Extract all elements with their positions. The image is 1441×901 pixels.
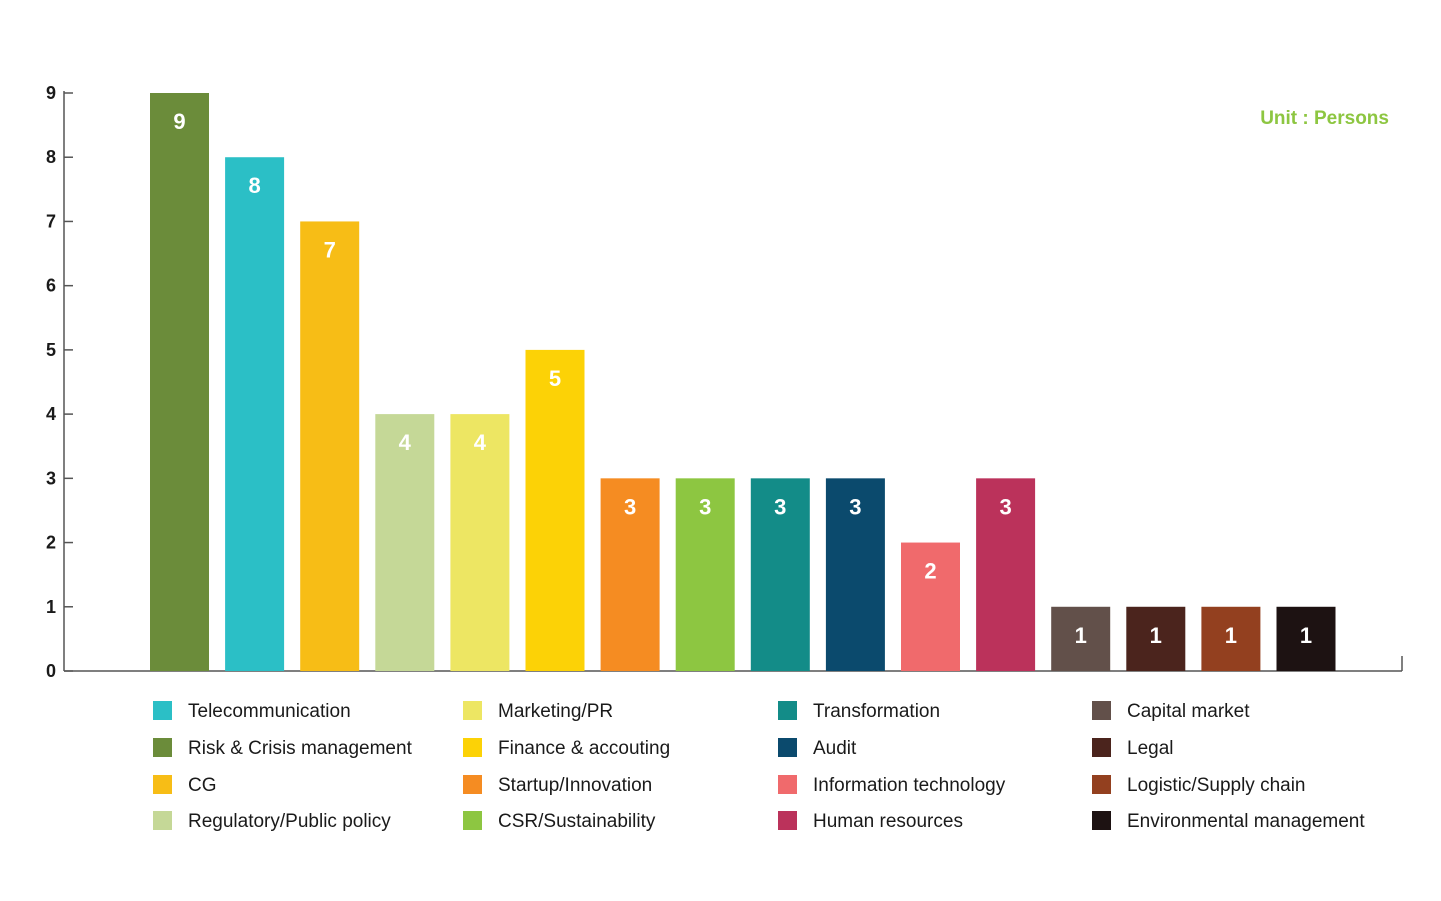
y-axis: 0 1 2 3 4 5 6 7 8 9 [46, 83, 73, 681]
legend-label: Risk & Crisis management [188, 738, 413, 759]
bar [901, 542, 960, 671]
legend-label: Marketing/PR [498, 701, 613, 722]
legend-label: Human resources [813, 811, 963, 832]
legend-swatch [153, 738, 172, 757]
unit-label: Unit : Persons [1260, 108, 1389, 129]
legend-swatch [463, 701, 482, 720]
bar [225, 157, 285, 671]
bar-value-label: 1 [1300, 623, 1312, 648]
bar [1201, 606, 1261, 671]
bar [375, 414, 435, 671]
legend-label: CSR/Sustainability [498, 811, 656, 832]
y-tick-label: 1 [46, 597, 56, 617]
bar [450, 414, 510, 671]
y-tick-label: 4 [46, 404, 56, 424]
legend-swatch [778, 701, 797, 720]
y-tick-label: 8 [46, 147, 56, 167]
bar [825, 478, 885, 671]
legend-swatch [778, 738, 797, 757]
legend-swatch [1092, 738, 1111, 757]
bar-value-label: 3 [624, 494, 636, 519]
bar-value-label: 3 [774, 494, 786, 519]
legend-swatch [1092, 775, 1111, 794]
legend-label: Audit [813, 738, 857, 759]
bar-value-label: 2 [924, 559, 936, 584]
bar-value-label: 3 [699, 494, 711, 519]
bar-value-label: 7 [324, 237, 336, 262]
bar [600, 478, 660, 671]
y-tick-label: 3 [46, 468, 56, 488]
bar-value-label: 4 [474, 430, 487, 455]
bar-value-label: 3 [849, 494, 861, 519]
y-tick-label: 7 [46, 211, 56, 231]
bar-value-label: 1 [1150, 623, 1162, 648]
legend-swatch [1092, 701, 1111, 720]
legend-swatch [1092, 811, 1111, 830]
legend-swatch [463, 811, 482, 830]
bar [1276, 606, 1336, 671]
legend: Telecommunication Risk & Crisis managemen… [153, 701, 1365, 832]
legend-swatch [153, 775, 172, 794]
bar [150, 93, 209, 671]
legend-label: Finance & accouting [498, 738, 670, 759]
bar-value-label: 8 [248, 173, 260, 198]
legend-swatch [778, 775, 797, 794]
bars: 9 8 7 4 4 5 3 3 3 3 2 3 1 1 1 1 [150, 93, 1336, 671]
y-tick-label: 9 [46, 83, 56, 103]
bar-value-label: 9 [173, 109, 185, 134]
legend-label: Regulatory/Public policy [188, 811, 391, 832]
legend-label: Transformation [813, 701, 940, 722]
y-tick-label: 6 [46, 276, 56, 296]
bar-value-label: 4 [399, 430, 412, 455]
bar [1126, 606, 1186, 671]
y-tick-label: 5 [46, 340, 56, 360]
bar [976, 478, 1036, 671]
bar [750, 478, 810, 671]
legend-swatch [778, 811, 797, 830]
legend-swatch [463, 775, 482, 794]
legend-label: Information technology [813, 775, 1006, 796]
legend-label: Legal [1127, 738, 1174, 759]
bar [525, 349, 585, 671]
legend-swatch [153, 811, 172, 830]
bar [1051, 606, 1111, 671]
bar-value-label: 5 [549, 366, 561, 391]
bar-value-label: 1 [1075, 623, 1087, 648]
y-tick-label: 2 [46, 533, 56, 553]
legend-label: CG [188, 775, 217, 796]
legend-label: Logistic/Supply chain [1127, 775, 1306, 796]
legend-swatch [153, 701, 172, 720]
bar-value-label: 1 [1225, 623, 1237, 648]
bar-value-label: 3 [999, 494, 1011, 519]
legend-label: Environmental management [1127, 811, 1365, 832]
legend-swatch [463, 738, 482, 757]
bar [675, 478, 735, 671]
legend-label: Startup/Innovation [498, 775, 652, 796]
y-tick-label: 0 [46, 661, 56, 681]
bar [300, 221, 360, 671]
legend-label: Telecommunication [188, 701, 351, 722]
legend-label: Capital market [1127, 701, 1250, 722]
